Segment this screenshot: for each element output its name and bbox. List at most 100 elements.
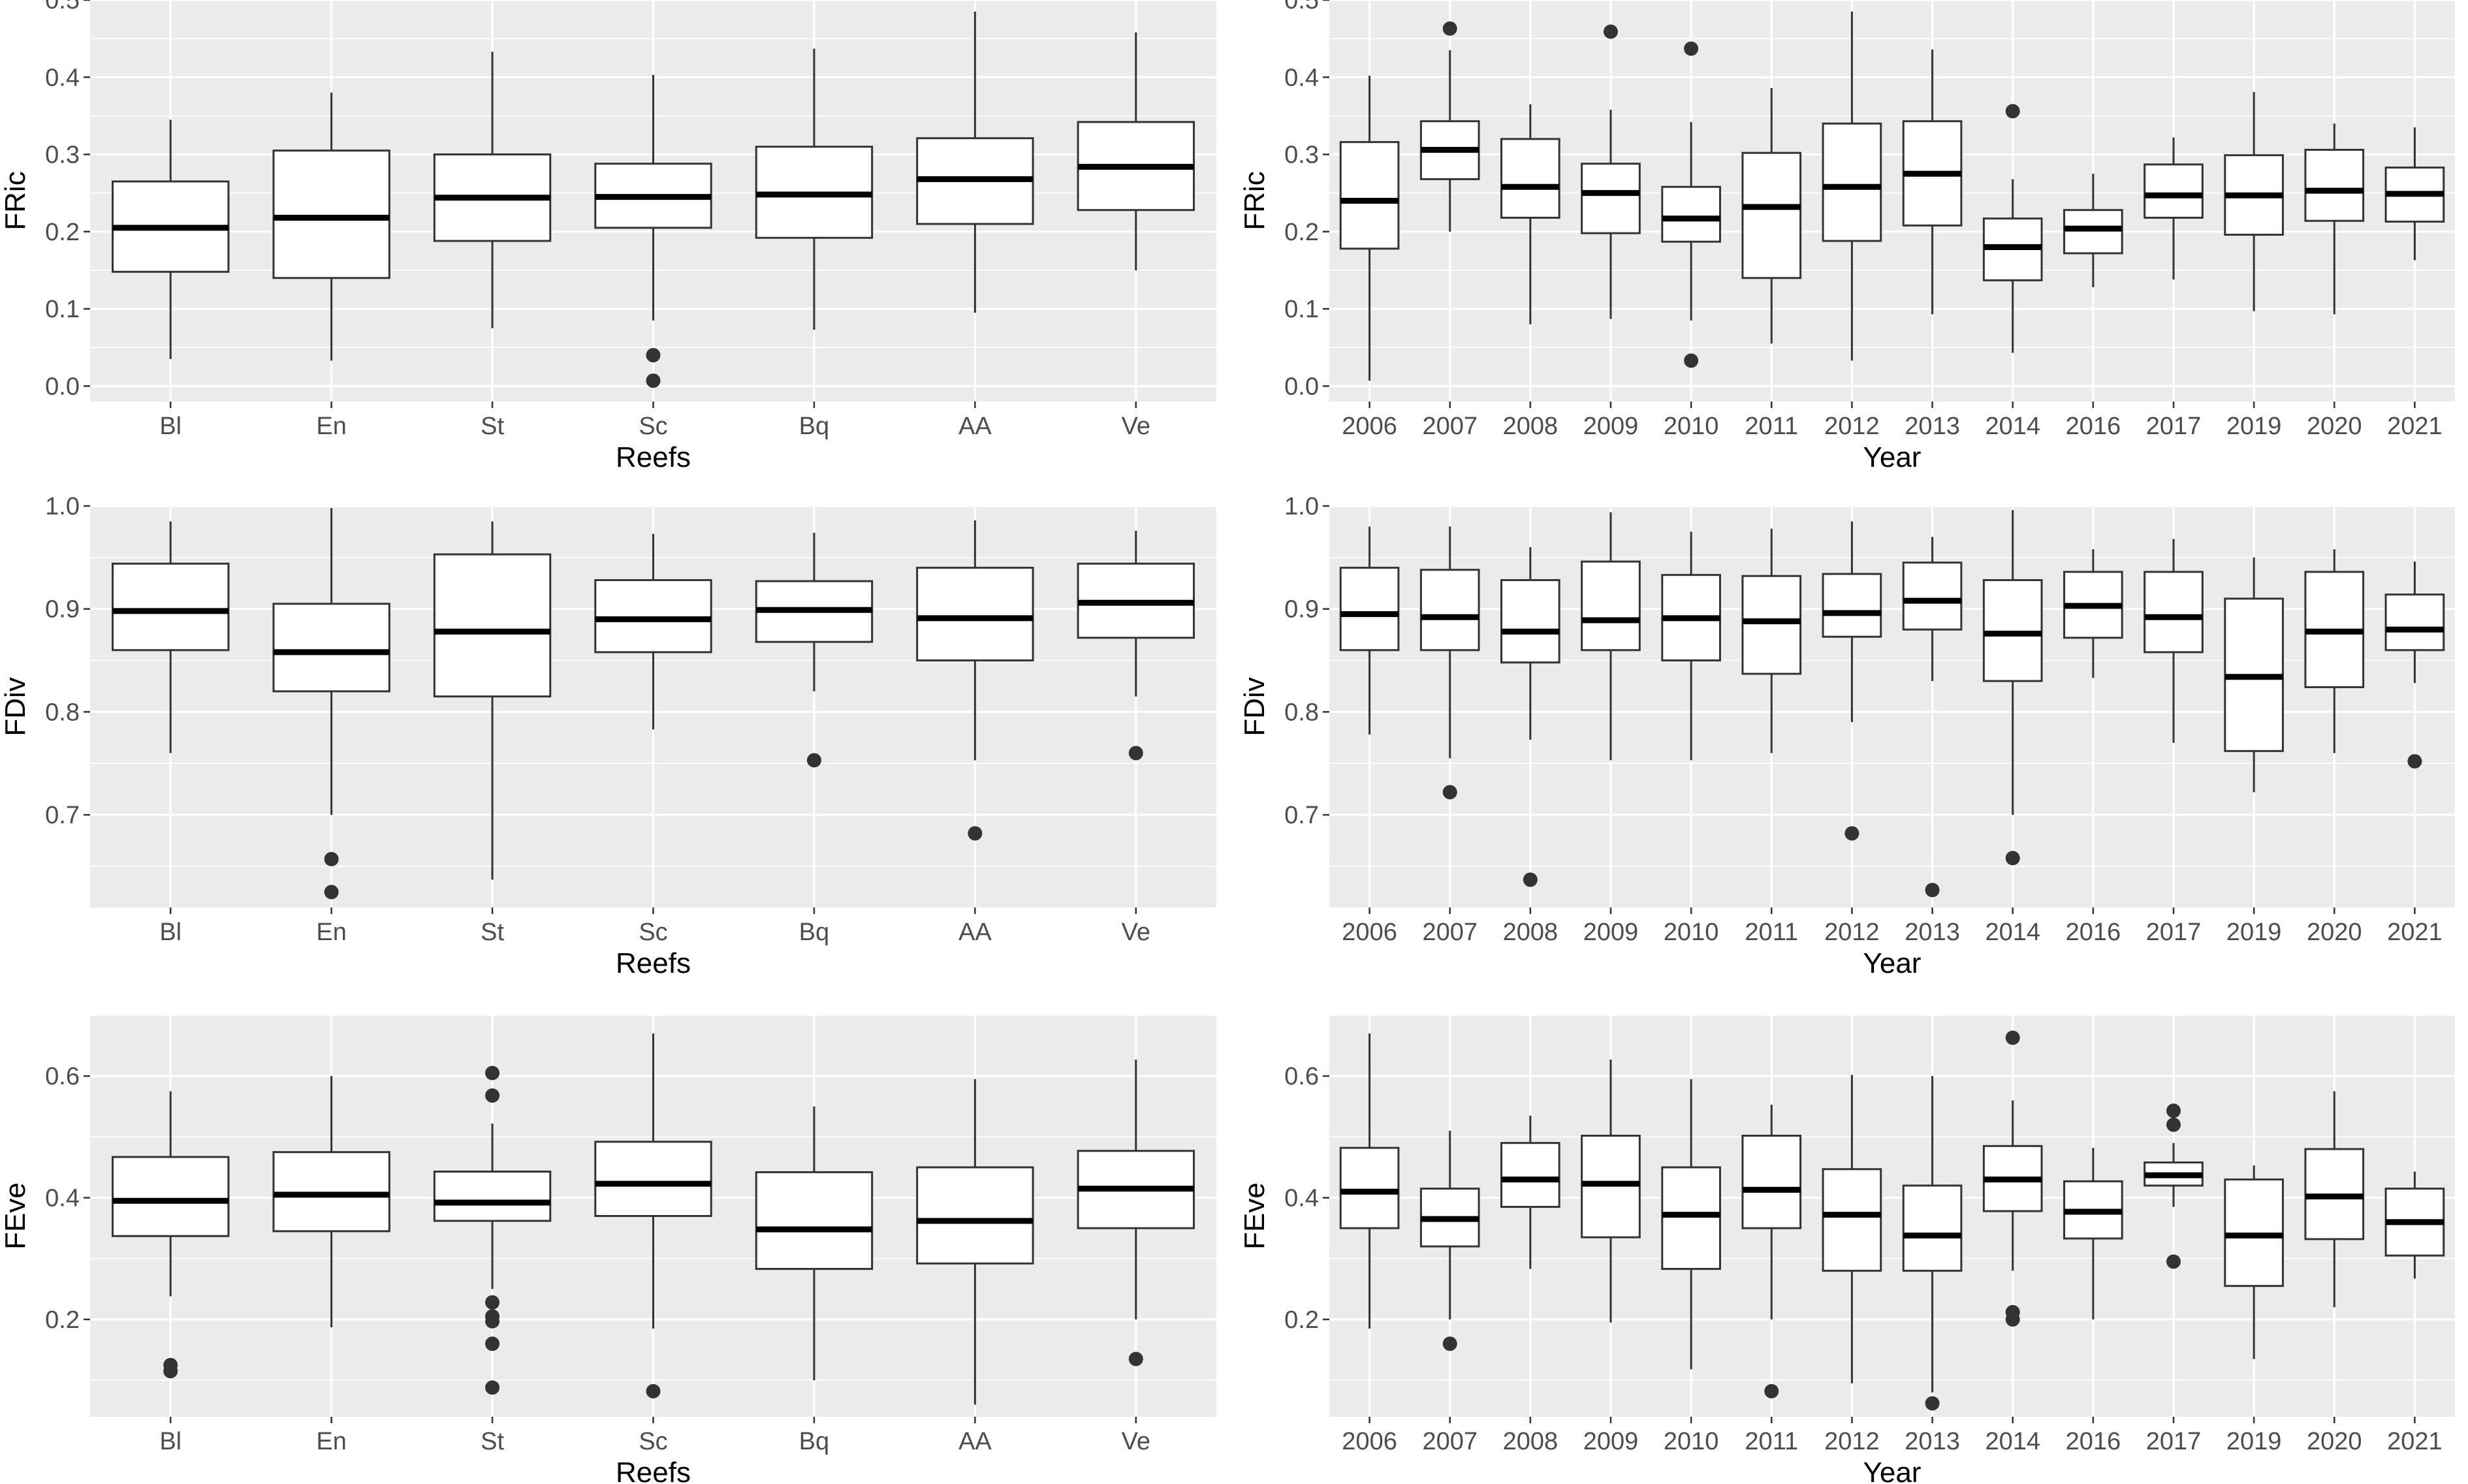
- box-2017: [2144, 1103, 2204, 1269]
- box-body: [1741, 575, 1802, 675]
- box-2020: [2304, 549, 2365, 753]
- box-2013: [1902, 49, 1963, 315]
- box-2016: [2063, 549, 2123, 678]
- x-tick-label: 2021: [2387, 413, 2443, 440]
- x-tick-label: Sc: [639, 1428, 667, 1455]
- outlier-point: [646, 1383, 661, 1398]
- outlier-point: [1684, 353, 1699, 368]
- outlier-point: [1128, 1351, 1143, 1366]
- box-body: [755, 1171, 874, 1271]
- outlier-point: [646, 373, 661, 388]
- box-body: [1741, 151, 1802, 279]
- x-tick-label: 2016: [2066, 1428, 2121, 1455]
- x-tick-label: Ve: [1122, 413, 1150, 440]
- x-tick-label: 2013: [1905, 1428, 1960, 1455]
- box-2014: [1982, 1030, 2043, 1327]
- y-tick-label: 0.5: [45, 0, 80, 14]
- y-tick-label: 0.4: [1284, 1185, 1319, 1212]
- outlier-point: [1442, 785, 1457, 800]
- x-axis-title: Reefs: [616, 1457, 691, 1484]
- x-tick-label: 2010: [1664, 1428, 1719, 1455]
- x-tick-label: 2020: [2307, 919, 2362, 946]
- box-body: [1741, 1135, 1802, 1229]
- box-Bq: [755, 533, 874, 768]
- outlier-point: [2005, 104, 2020, 119]
- y-tick-label: 0.0: [1284, 373, 1319, 400]
- box-AA: [916, 11, 1034, 313]
- box-AA: [916, 520, 1034, 841]
- box-Ve: [1077, 32, 1195, 270]
- outlier-point: [1604, 24, 1618, 39]
- box-body: [1661, 185, 1721, 243]
- box-body: [1500, 1142, 1560, 1208]
- box-Sc: [594, 74, 712, 388]
- box-body: [1581, 163, 1641, 234]
- box-Sc: [594, 533, 712, 730]
- box-2013: [1902, 1076, 1963, 1411]
- box-AA: [916, 1079, 1034, 1405]
- x-tick-label: 2019: [2226, 1428, 2282, 1455]
- y-axis-title: FEve: [0, 1182, 31, 1250]
- box-body: [2304, 148, 2365, 222]
- box-2011: [1741, 1104, 1802, 1398]
- x-tick-label: 2019: [2226, 413, 2282, 440]
- y-tick-label: 0.6: [45, 1063, 80, 1090]
- panel-bottom-left: 0.2 0.4 0.6 Bl En St Sc Bq AA Ve Reefs FEve: [0, 1015, 1216, 1484]
- x-tick-label: Bl: [159, 413, 182, 440]
- outlier-point: [1442, 21, 1457, 36]
- box-2009: [1581, 512, 1641, 761]
- outlier-point: [1442, 1336, 1457, 1351]
- y-tick-label: 0.4: [45, 64, 80, 91]
- outlier-point: [485, 1336, 500, 1351]
- plot-background: [1329, 506, 2455, 908]
- x-tick-label: 2007: [1422, 413, 1478, 440]
- panel-bottom-right: 0.2 0.4 0.6 2006 2007 2008 2009 2010 2011 2012 201…: [1239, 1015, 2455, 1484]
- x-tick-label: St: [481, 919, 504, 946]
- box-body: [1661, 1166, 1721, 1271]
- box-body: [1339, 1146, 1400, 1229]
- y-tick-label: 0.2: [45, 1306, 80, 1334]
- x-axis-title: Year: [1863, 441, 1922, 473]
- box-2014: [1982, 510, 2043, 866]
- y-tick-label: 0.9: [45, 596, 80, 624]
- box-body: [272, 603, 390, 693]
- outlier-point: [646, 348, 661, 363]
- outlier-point: [485, 1314, 500, 1329]
- y-axis-title: FRic: [1239, 171, 1271, 230]
- x-tick-label: 2017: [2146, 919, 2202, 946]
- outlier-point: [324, 885, 339, 900]
- x-tick-label: 2021: [2387, 919, 2443, 946]
- x-tick-label: Sc: [639, 919, 667, 946]
- x-tick-label: 2013: [1905, 413, 1960, 440]
- box-2006: [1339, 75, 1400, 381]
- x-tick-label: 2012: [1824, 1428, 1880, 1455]
- x-tick-label: 2009: [1583, 1428, 1639, 1455]
- box-2010: [1661, 41, 1721, 368]
- x-tick-label: 2016: [2066, 919, 2121, 946]
- y-tick-label: 0.7: [1284, 802, 1319, 829]
- y-tick-label: 0.9: [1284, 596, 1319, 624]
- box-2019: [2224, 557, 2284, 793]
- outlier-point: [163, 1364, 178, 1379]
- box-body: [1339, 567, 1400, 652]
- outlier-point: [1128, 746, 1143, 761]
- x-tick-label: En: [316, 1428, 346, 1455]
- x-tick-label: 2017: [2146, 413, 2202, 440]
- x-tick-label: AA: [958, 413, 992, 440]
- box-body: [112, 1156, 230, 1237]
- box-body: [1982, 579, 2043, 682]
- outlier-point: [1925, 1396, 1940, 1411]
- box-body: [2144, 163, 2204, 219]
- outlier-point: [806, 753, 821, 768]
- outlier-point: [485, 1295, 500, 1310]
- box-2012: [1822, 1075, 1882, 1383]
- x-tick-label: 2007: [1422, 919, 1478, 946]
- y-tick-label: 1.0: [45, 493, 80, 520]
- x-tick-label: Ve: [1122, 1428, 1150, 1455]
- box-body: [1902, 561, 1963, 631]
- y-tick-label: 0.7: [45, 802, 80, 829]
- x-tick-label: 2020: [2307, 1428, 2362, 1455]
- box-2016: [2063, 174, 2123, 287]
- outlier-point: [1925, 883, 1940, 898]
